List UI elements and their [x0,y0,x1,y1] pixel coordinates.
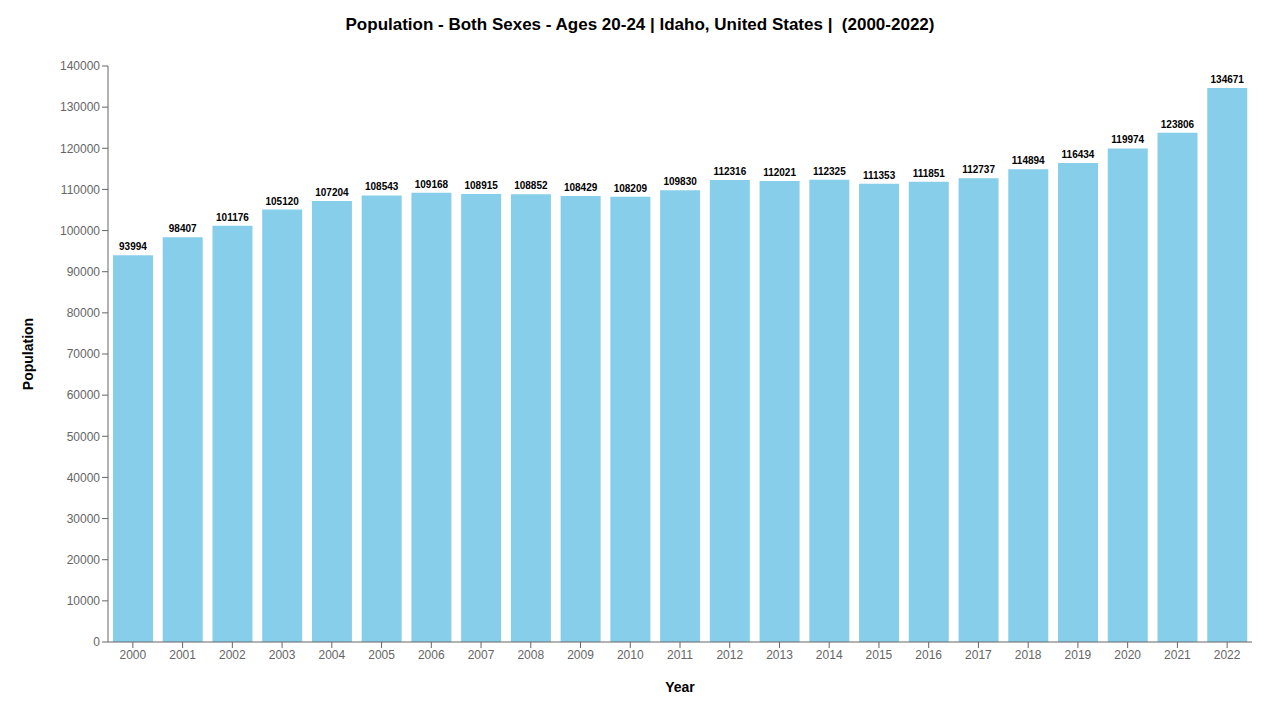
svg-text:108209: 108209 [614,183,648,194]
svg-text:119974: 119974 [1111,134,1144,145]
svg-text:2002: 2002 [219,648,246,662]
svg-text:108852: 108852 [514,180,548,191]
svg-text:112021: 112021 [763,167,796,178]
svg-text:114894: 114894 [1012,155,1045,166]
svg-text:108543: 108543 [365,181,399,192]
svg-text:111851: 111851 [913,168,946,179]
svg-text:105120: 105120 [266,196,300,207]
svg-text:108429: 108429 [564,182,598,193]
svg-text:101176: 101176 [216,212,249,223]
svg-text:111353: 111353 [863,170,896,181]
svg-text:2018: 2018 [1015,648,1042,662]
svg-text:2008: 2008 [517,648,544,662]
svg-text:20000: 20000 [67,553,101,567]
svg-text:134671: 134671 [1211,74,1245,85]
svg-text:108915: 108915 [464,180,498,191]
svg-text:107204: 107204 [315,187,349,198]
svg-text:2009: 2009 [567,648,594,662]
svg-text:2007: 2007 [468,648,495,662]
svg-text:80000: 80000 [67,306,101,320]
svg-text:110000: 110000 [61,183,100,197]
svg-text:2011: 2011 [667,648,693,662]
svg-text:112737: 112737 [962,164,995,175]
svg-text:Population: Population [20,318,36,390]
svg-text:2005: 2005 [368,648,395,662]
svg-text:2000: 2000 [120,648,147,662]
html-text:Population - Both Sexes - Ages: Population - Both Sexes - Ages 20-24 | I… [345,15,935,34]
svg-text:120000: 120000 [60,142,100,156]
svg-text:2004: 2004 [318,648,345,662]
svg-text:2012: 2012 [716,648,743,662]
svg-text:112316: 112316 [713,166,746,177]
svg-text:2017: 2017 [965,648,992,662]
svg-text:2021: 2021 [1164,648,1191,662]
svg-text:2006: 2006 [418,648,445,662]
svg-text:70000: 70000 [67,347,101,361]
svg-text:2015: 2015 [866,648,893,662]
svg-text:109168: 109168 [415,179,449,190]
svg-text:60000: 60000 [67,388,101,402]
svg-text:2003: 2003 [269,648,296,662]
svg-text:112325: 112325 [813,166,846,177]
svg-text:100000: 100000 [60,224,100,238]
svg-text:40000: 40000 [67,471,101,485]
svg-text:2022: 2022 [1214,648,1241,662]
svg-text:123806: 123806 [1161,119,1195,130]
svg-text:109830: 109830 [663,176,697,187]
svg-text:30000: 30000 [67,512,101,526]
svg-text:90000: 90000 [67,265,101,279]
svg-text:2020: 2020 [1114,648,1141,662]
svg-text:2014: 2014 [816,648,843,662]
svg-text:10000: 10000 [67,594,101,608]
svg-text:0: 0 [93,635,100,649]
svg-text:2013: 2013 [766,648,793,662]
svg-text:93994: 93994 [119,241,147,252]
svg-text:130000: 130000 [60,100,100,114]
svg-text:2019: 2019 [1065,648,1092,662]
svg-text:98407: 98407 [169,223,197,234]
svg-text:2010: 2010 [617,648,644,662]
svg-text:Year: Year [665,679,695,695]
svg-text:116434: 116434 [1062,149,1095,160]
svg-text:2001: 2001 [169,648,196,662]
svg-text:50000: 50000 [67,430,101,444]
svg-text:2016: 2016 [915,648,942,662]
svg-text:140000: 140000 [60,59,100,73]
